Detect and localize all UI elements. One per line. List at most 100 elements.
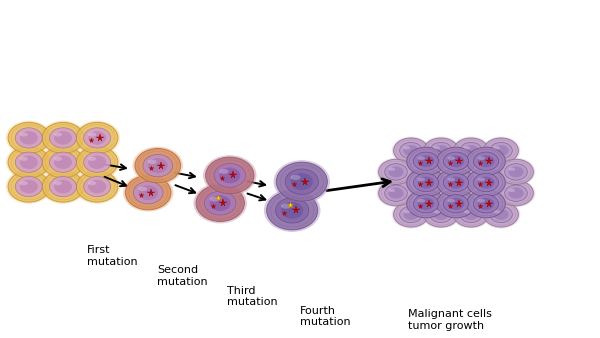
Ellipse shape xyxy=(508,166,524,177)
Ellipse shape xyxy=(266,191,318,230)
Ellipse shape xyxy=(138,185,158,200)
Ellipse shape xyxy=(276,162,328,201)
Ellipse shape xyxy=(467,190,505,218)
Ellipse shape xyxy=(482,200,520,228)
Ellipse shape xyxy=(473,195,499,213)
Ellipse shape xyxy=(379,180,413,206)
Ellipse shape xyxy=(281,203,291,209)
Ellipse shape xyxy=(54,131,72,145)
Ellipse shape xyxy=(88,180,106,193)
Ellipse shape xyxy=(49,176,77,197)
Ellipse shape xyxy=(133,147,183,185)
Ellipse shape xyxy=(214,164,245,187)
Ellipse shape xyxy=(403,209,419,220)
Ellipse shape xyxy=(88,132,96,137)
Ellipse shape xyxy=(464,146,508,177)
Ellipse shape xyxy=(54,132,62,137)
Ellipse shape xyxy=(418,176,434,189)
Ellipse shape xyxy=(467,147,505,175)
Ellipse shape xyxy=(403,146,410,149)
Ellipse shape xyxy=(499,180,533,206)
Ellipse shape xyxy=(392,137,430,165)
Ellipse shape xyxy=(424,202,458,227)
Ellipse shape xyxy=(20,131,38,145)
Ellipse shape xyxy=(422,137,460,165)
Ellipse shape xyxy=(220,167,240,183)
Ellipse shape xyxy=(407,169,445,196)
Ellipse shape xyxy=(413,195,439,213)
Ellipse shape xyxy=(290,173,313,190)
Ellipse shape xyxy=(203,155,257,196)
Ellipse shape xyxy=(377,179,415,207)
Ellipse shape xyxy=(84,152,111,172)
Ellipse shape xyxy=(493,146,500,149)
Ellipse shape xyxy=(434,188,478,219)
Ellipse shape xyxy=(196,185,244,221)
Ellipse shape xyxy=(464,188,508,219)
Ellipse shape xyxy=(443,152,469,170)
Ellipse shape xyxy=(16,176,42,197)
Ellipse shape xyxy=(407,147,445,175)
Ellipse shape xyxy=(88,157,96,161)
Ellipse shape xyxy=(77,147,118,178)
Ellipse shape xyxy=(433,145,449,156)
Ellipse shape xyxy=(385,164,407,180)
Ellipse shape xyxy=(478,156,485,160)
Ellipse shape xyxy=(452,200,490,228)
Ellipse shape xyxy=(388,168,395,171)
Ellipse shape xyxy=(49,152,77,172)
Ellipse shape xyxy=(478,178,485,181)
Ellipse shape xyxy=(206,157,254,194)
Ellipse shape xyxy=(404,146,448,177)
Ellipse shape xyxy=(74,121,120,155)
Ellipse shape xyxy=(377,158,415,186)
Ellipse shape xyxy=(84,176,111,197)
Ellipse shape xyxy=(54,157,62,161)
Ellipse shape xyxy=(508,189,515,192)
Ellipse shape xyxy=(508,168,515,171)
Ellipse shape xyxy=(8,171,49,202)
Ellipse shape xyxy=(505,164,527,180)
Ellipse shape xyxy=(392,200,430,228)
Ellipse shape xyxy=(40,169,86,204)
Ellipse shape xyxy=(407,190,445,218)
Ellipse shape xyxy=(209,197,219,201)
Ellipse shape xyxy=(88,155,106,169)
Ellipse shape xyxy=(433,209,449,220)
Ellipse shape xyxy=(430,142,452,159)
Ellipse shape xyxy=(210,195,231,211)
Ellipse shape xyxy=(437,169,475,196)
Ellipse shape xyxy=(482,137,520,165)
Ellipse shape xyxy=(388,189,395,192)
Ellipse shape xyxy=(473,152,499,170)
Ellipse shape xyxy=(394,138,428,163)
Ellipse shape xyxy=(508,188,524,199)
Ellipse shape xyxy=(403,145,419,156)
Ellipse shape xyxy=(433,146,440,149)
Ellipse shape xyxy=(42,147,84,178)
Ellipse shape xyxy=(473,173,499,192)
Ellipse shape xyxy=(418,156,425,160)
Ellipse shape xyxy=(448,198,464,210)
Ellipse shape xyxy=(42,122,84,153)
Ellipse shape xyxy=(20,132,28,137)
Ellipse shape xyxy=(77,171,118,202)
Ellipse shape xyxy=(448,199,455,202)
Text: Second
mutation: Second mutation xyxy=(157,265,208,287)
Ellipse shape xyxy=(54,155,72,169)
Ellipse shape xyxy=(448,178,455,181)
Ellipse shape xyxy=(413,173,439,192)
Ellipse shape xyxy=(464,167,508,198)
Ellipse shape xyxy=(484,138,518,163)
Ellipse shape xyxy=(88,181,96,185)
Ellipse shape xyxy=(478,176,494,189)
Ellipse shape xyxy=(497,179,535,207)
Ellipse shape xyxy=(452,137,490,165)
Ellipse shape xyxy=(478,155,494,167)
Ellipse shape xyxy=(54,181,62,185)
Ellipse shape xyxy=(20,181,28,185)
Ellipse shape xyxy=(403,210,410,213)
Ellipse shape xyxy=(418,198,434,210)
Ellipse shape xyxy=(6,121,52,155)
Ellipse shape xyxy=(40,145,86,179)
